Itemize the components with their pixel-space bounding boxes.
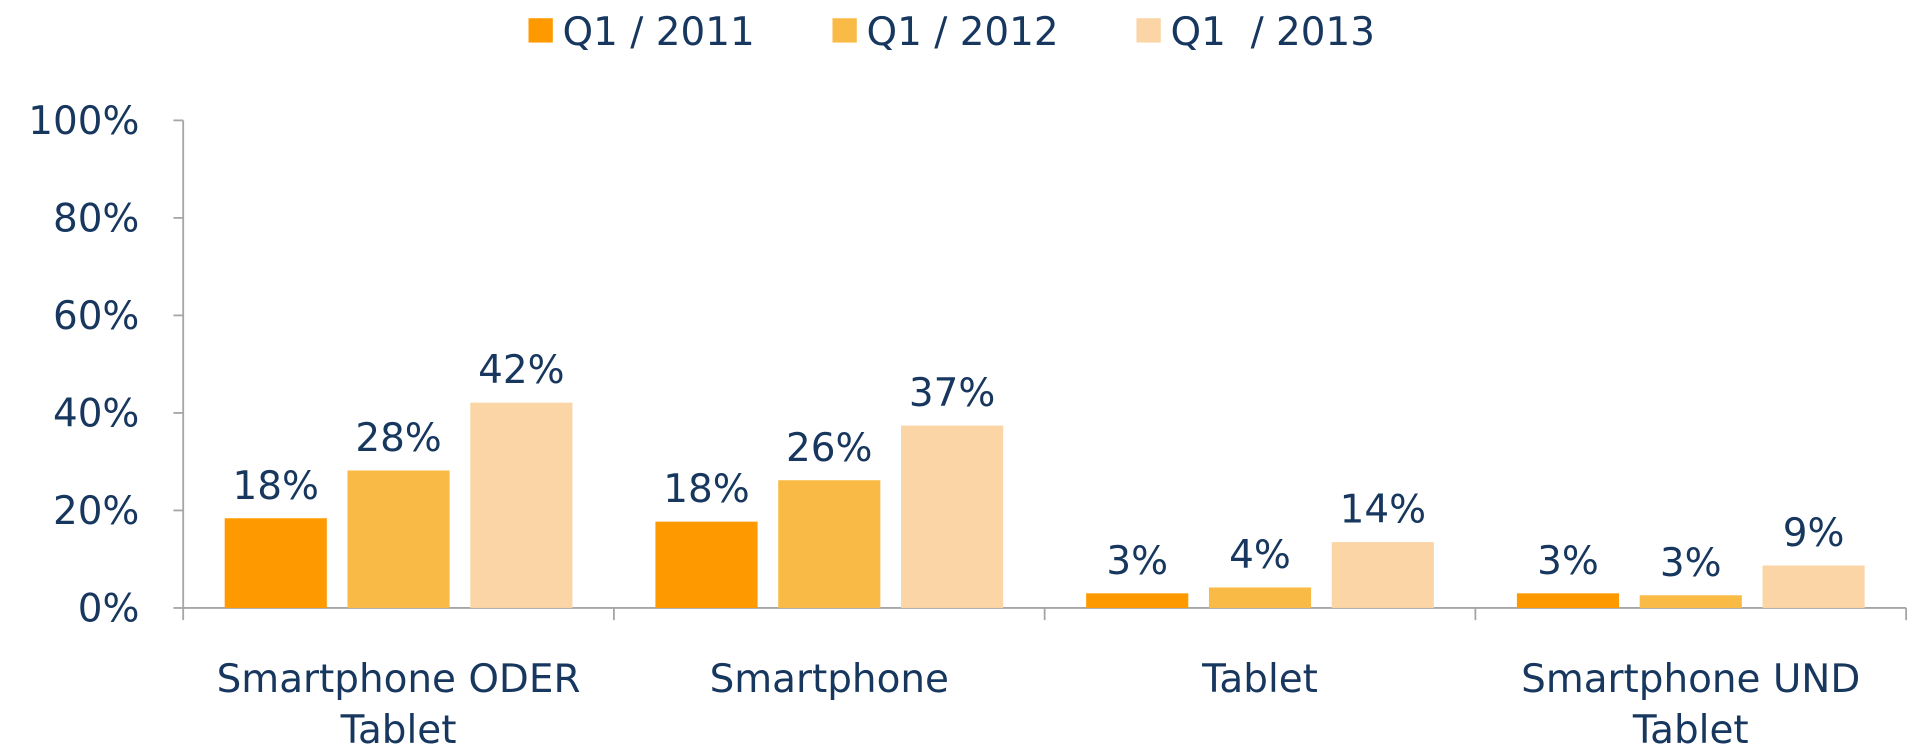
- data-label: 4%: [1229, 533, 1291, 578]
- data-label: 9%: [1783, 511, 1845, 556]
- legend-label: Q1 / 2012: [867, 10, 1059, 55]
- y-tick-label: 20%: [53, 489, 139, 534]
- x-tick-label: Smartphone: [710, 657, 949, 702]
- legend-swatch: [832, 18, 857, 43]
- y-tick-label: 40%: [53, 391, 139, 436]
- bar: [1762, 565, 1865, 608]
- data-label: 42%: [478, 348, 564, 393]
- y-tick-label: 60%: [53, 294, 139, 339]
- bar: [1516, 593, 1620, 608]
- data-label: 18%: [233, 464, 319, 509]
- data-label: 37%: [909, 371, 995, 416]
- bar: [901, 425, 1004, 608]
- x-tick-label: Smartphone ODER Tablet: [217, 657, 581, 749]
- bar: [347, 470, 450, 608]
- bar: [224, 518, 327, 608]
- data-label: 26%: [786, 426, 872, 471]
- y-tick-label: 0%: [78, 586, 140, 631]
- x-tick-label: Tablet: [1201, 657, 1318, 702]
- data-label: 3%: [1106, 539, 1168, 584]
- legend-swatch: [1136, 18, 1161, 43]
- y-tick-label: 80%: [53, 196, 139, 241]
- legend-swatch: [528, 18, 553, 43]
- data-label: 14%: [1340, 488, 1426, 533]
- data-label: 28%: [355, 416, 441, 461]
- bar: [470, 402, 573, 608]
- bar: [1086, 593, 1189, 608]
- bar: [1331, 542, 1434, 608]
- legend-label: Q1 / 2013: [1170, 10, 1375, 55]
- data-label: 3%: [1660, 541, 1722, 586]
- bar: [1639, 595, 1742, 608]
- data-label: 3%: [1537, 539, 1599, 584]
- x-tick-label: Smartphone UND Tablet: [1521, 657, 1860, 749]
- bar: [778, 480, 881, 608]
- y-tick-label: 100%: [28, 99, 139, 144]
- data-label: 18%: [663, 467, 749, 512]
- bar: [655, 521, 758, 608]
- bar: [1208, 587, 1312, 608]
- legend-label: Q1 / 2011: [563, 10, 755, 55]
